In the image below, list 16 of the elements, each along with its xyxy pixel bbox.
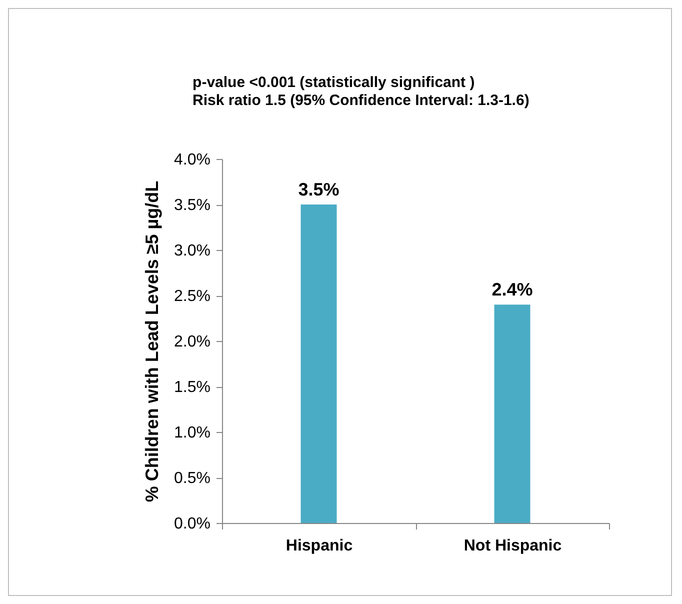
y-axis-title: % Children with Lead Levels ≥5 µg/dL (142, 180, 162, 502)
chart-subtitle: Risk ratio 1.5 (95% Confidence Interval: 1.3-1.6) (192, 92, 530, 109)
y-tick-label: 1.0% (174, 424, 210, 442)
x-tick-label: Hispanic (286, 538, 353, 554)
y-tick-label: 2.0% (174, 334, 210, 350)
chart-title: p-value <0.001 (statistically significant ) (192, 74, 475, 91)
y-tick-label: 3.0% (174, 242, 210, 260)
y-tick-label: 1.5% (174, 379, 210, 396)
y-tick-label: 4.0% (174, 152, 210, 168)
y-tick-label: 2.5% (174, 288, 210, 305)
data-label: 2.4% (492, 280, 533, 300)
data-label: 3.5% (298, 180, 340, 200)
y-tick-label: 3.5% (174, 197, 210, 214)
x-tick-label: Not Hispanic (464, 538, 562, 554)
y-tick-label: 0.0% (174, 516, 210, 532)
y-tick-label: 0.5% (174, 470, 210, 487)
